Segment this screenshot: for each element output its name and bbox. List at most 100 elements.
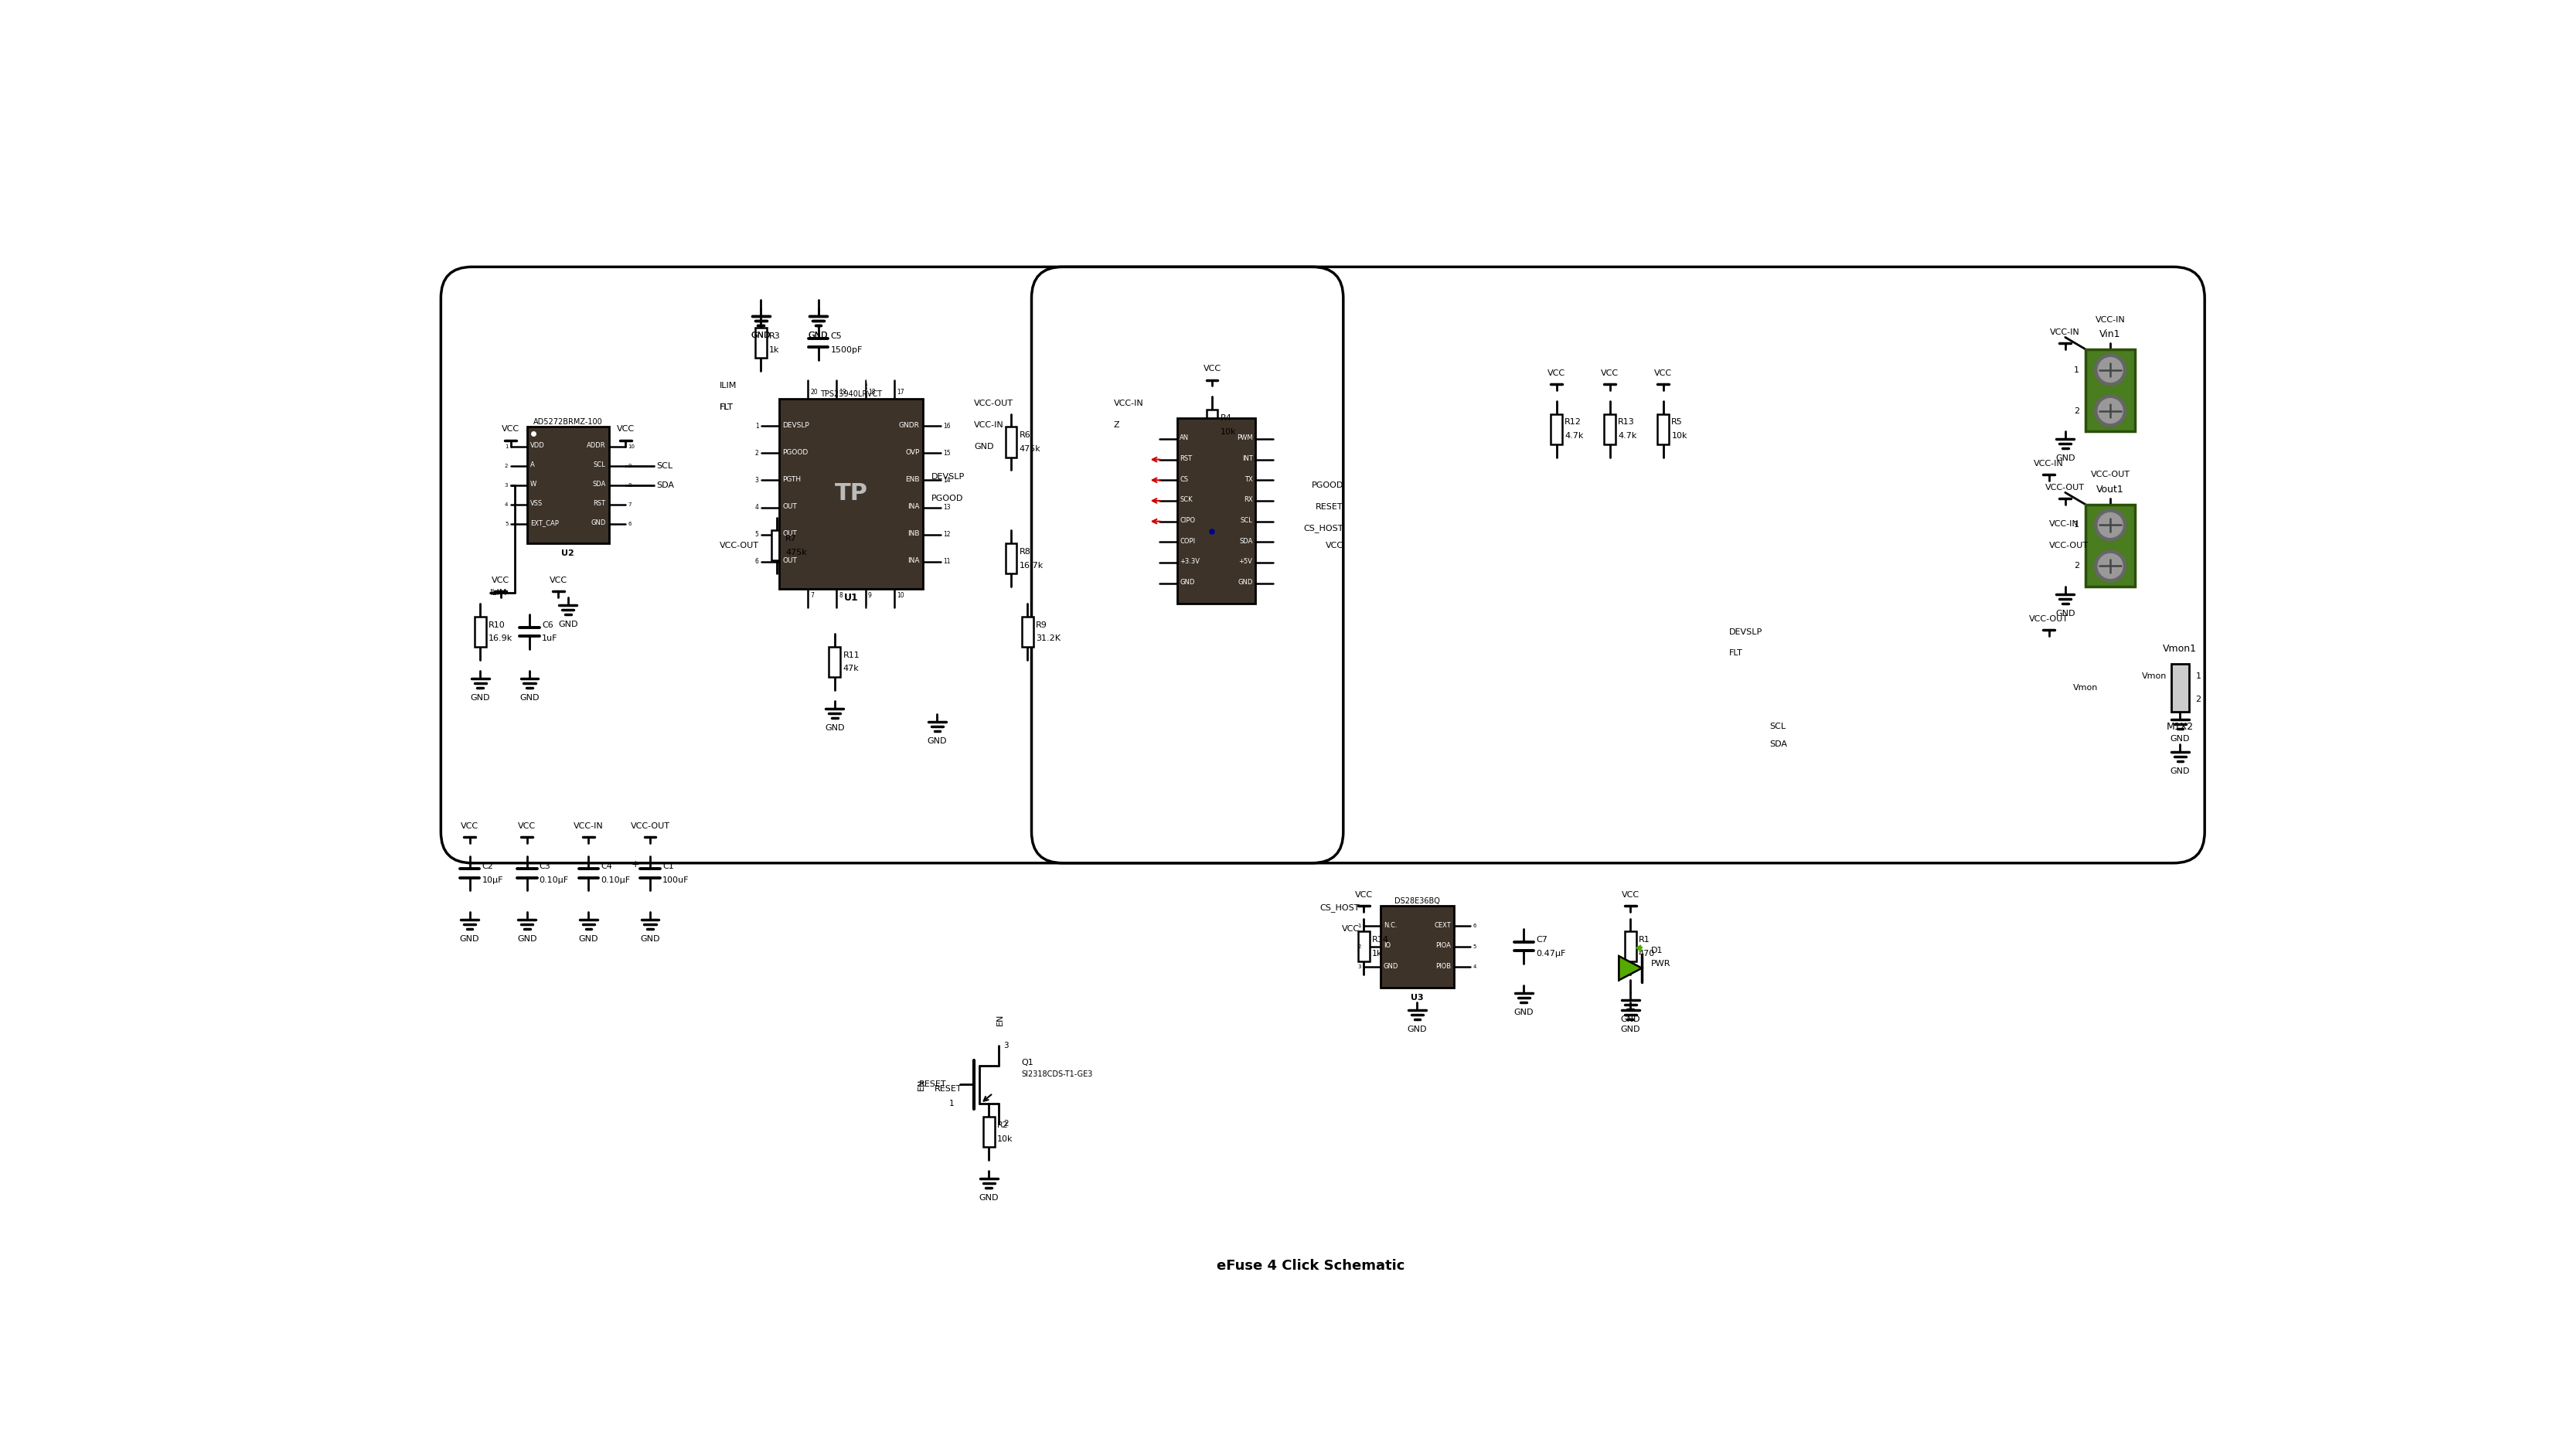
Bar — [828, 646, 841, 677]
Text: R5: R5 — [1672, 418, 1683, 427]
Text: SCK: SCK — [1179, 496, 1192, 504]
Text: 1: 1 — [2074, 521, 2079, 529]
Text: RX: RX — [1243, 496, 1253, 504]
Text: R9: R9 — [1036, 622, 1048, 629]
Text: 14: 14 — [944, 476, 951, 483]
Text: VCC-OUT: VCC-OUT — [2046, 483, 2084, 491]
Text: DEVSLP: DEVSLP — [931, 473, 964, 480]
Text: 10k: 10k — [1220, 428, 1235, 435]
Text: CS: CS — [1179, 476, 1189, 483]
Text: eFuse 4 Click Schematic: eFuse 4 Click Schematic — [1217, 1258, 1404, 1273]
Text: VCC: VCC — [1342, 926, 1360, 933]
Text: 1: 1 — [754, 422, 759, 430]
Text: VCC: VCC — [1654, 370, 1672, 377]
Text: U3: U3 — [1411, 993, 1424, 1002]
Text: EN: EN — [918, 1079, 926, 1091]
Text: FLT: FLT — [1729, 649, 1744, 657]
Text: R13: R13 — [1619, 418, 1634, 427]
Text: 16: 16 — [944, 422, 951, 430]
Bar — [1603, 414, 1616, 444]
Bar — [1552, 414, 1562, 444]
Text: CIPO: CIPO — [1179, 517, 1194, 524]
Bar — [982, 1117, 995, 1147]
Text: Q1: Q1 — [1023, 1059, 1033, 1067]
Text: C1: C1 — [662, 862, 675, 871]
Text: OUT: OUT — [839, 598, 846, 610]
Text: CS_HOST: CS_HOST — [1304, 524, 1342, 533]
Text: PWM: PWM — [1238, 434, 1253, 441]
Text: DS28E36BQ: DS28E36BQ — [1394, 897, 1440, 904]
Circle shape — [1209, 530, 1215, 534]
Text: EN: EN — [997, 1013, 1005, 1026]
Text: IN: IN — [895, 604, 903, 610]
Text: 10: 10 — [629, 444, 634, 448]
Text: PGOOD: PGOOD — [931, 494, 964, 502]
Text: GND: GND — [2099, 365, 2120, 374]
Bar — [1358, 932, 1371, 961]
Bar — [1207, 409, 1217, 440]
Text: VCC-IN: VCC-IN — [2048, 520, 2079, 529]
Text: VCC-IN: VCC-IN — [2033, 460, 2063, 467]
Bar — [772, 530, 782, 561]
Text: IO: IO — [1383, 942, 1391, 949]
Text: GND: GND — [1406, 1026, 1427, 1034]
Text: INB: INB — [908, 530, 921, 537]
Text: W: W — [529, 480, 537, 488]
Text: R1: R1 — [1639, 936, 1649, 943]
Text: RESET: RESET — [933, 1085, 961, 1093]
Bar — [2171, 664, 2189, 712]
Text: IMON: IMON — [839, 377, 846, 393]
Text: VCC-IN: VCC-IN — [2051, 329, 2081, 336]
Text: SDA: SDA — [1769, 740, 1787, 748]
Text: OUT: OUT — [811, 598, 816, 610]
Text: SDA: SDA — [657, 482, 675, 489]
Text: IN: IN — [867, 604, 874, 610]
Text: TP: TP — [834, 482, 867, 505]
Text: 1: 1 — [1358, 923, 1360, 929]
Text: 47k: 47k — [844, 665, 859, 673]
Text: GNDR: GNDR — [898, 422, 921, 428]
Text: GND: GND — [519, 695, 540, 702]
Text: DEVSLP: DEVSLP — [782, 422, 811, 428]
Text: C7: C7 — [1537, 936, 1547, 943]
Text: GND: GND — [928, 737, 946, 744]
Text: VCC: VCC — [519, 823, 537, 830]
Text: VCC-OUT: VCC-OUT — [721, 542, 759, 549]
Text: 1k: 1k — [1373, 949, 1383, 958]
Text: 10k: 10k — [997, 1136, 1013, 1143]
Text: 2: 2 — [1005, 1120, 1010, 1127]
Text: 18: 18 — [867, 389, 874, 396]
Text: ADDR: ADDR — [586, 443, 606, 448]
Bar — [1624, 932, 1636, 961]
Text: 4.7k: 4.7k — [1565, 432, 1583, 440]
Text: DEVSLP: DEVSLP — [1729, 628, 1762, 636]
Text: VCC: VCC — [1355, 891, 1373, 898]
Circle shape — [2094, 395, 2125, 427]
Text: GND: GND — [517, 935, 537, 943]
Text: C6: C6 — [542, 622, 552, 629]
Text: VCC-OUT: VCC-OUT — [2030, 614, 2069, 623]
Circle shape — [2097, 399, 2122, 424]
Text: 475k: 475k — [785, 549, 808, 556]
Text: RESET: RESET — [1317, 502, 1342, 511]
Text: 6: 6 — [754, 558, 759, 565]
Text: VCC: VCC — [1621, 891, 1639, 898]
Text: RESET: RESET — [918, 1080, 946, 1089]
Text: 1: 1 — [2196, 673, 2202, 680]
Text: 31.2K: 31.2K — [1036, 635, 1061, 642]
Text: Vin1: Vin1 — [2099, 329, 2120, 339]
Text: FLT: FLT — [811, 377, 816, 387]
Text: 1: 1 — [504, 444, 509, 448]
Text: FLT̄: FLT̄ — [721, 403, 734, 412]
Text: 1: 1 — [2074, 365, 2079, 374]
Circle shape — [2097, 358, 2122, 381]
Text: 11: 11 — [944, 558, 951, 565]
Bar — [1381, 906, 1455, 987]
Text: R11: R11 — [844, 651, 859, 660]
Text: M1X2: M1X2 — [2166, 722, 2194, 732]
Text: Vmon: Vmon — [2143, 673, 2166, 680]
Text: VCC-OUT: VCC-OUT — [2048, 542, 2089, 549]
Circle shape — [2097, 553, 2122, 578]
Text: dVdT: dVdT — [867, 377, 874, 393]
Text: 13: 13 — [944, 504, 951, 511]
